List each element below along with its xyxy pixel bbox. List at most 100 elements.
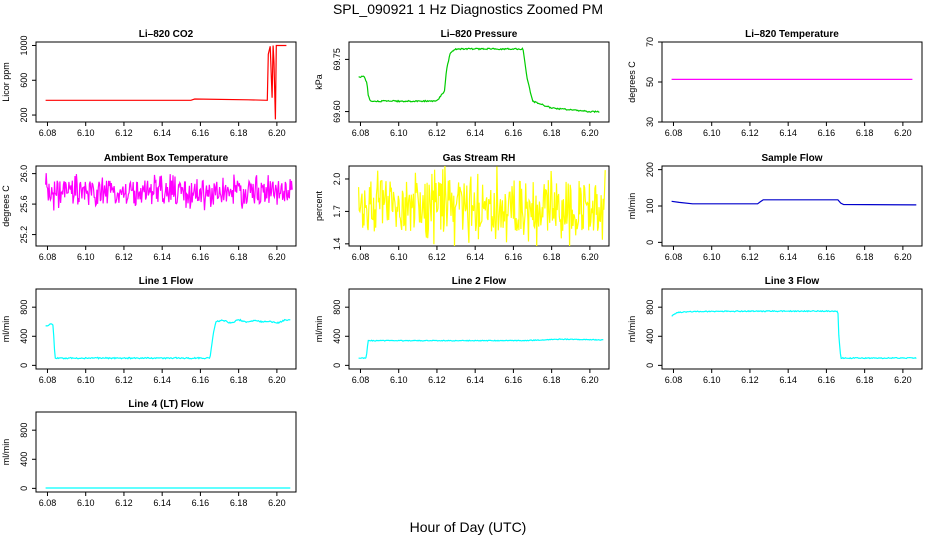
x-tick-label: 6.16: [192, 375, 210, 385]
y-tick-label: 2.0: [332, 173, 342, 186]
x-tick-label: 6.14: [153, 375, 171, 385]
x-tick-label: 6.16: [505, 375, 523, 385]
x-tick-label: 6.14: [153, 498, 171, 508]
y-axis-label: degrees C: [1, 185, 11, 227]
x-tick-label: 6.16: [818, 375, 836, 385]
x-tick-label: 6.08: [39, 128, 57, 138]
x-tick-label: 6.08: [665, 128, 683, 138]
chart-panel: Li–820 Temperature degrees C 6.08 6.10 6.12 6…: [627, 29, 923, 138]
y-axis-label: percent: [314, 190, 324, 221]
x-tick-label: 6.20: [894, 252, 912, 262]
x-tick-label: 6.18: [543, 128, 561, 138]
x-tick-label: 6.08: [39, 252, 57, 262]
x-tick-label: 6.20: [268, 252, 286, 262]
y-tick-label: 600: [19, 73, 29, 88]
y-axis-label: ml/min: [314, 316, 324, 343]
plot-frame: [348, 288, 610, 370]
series-line: [45, 44, 287, 120]
y-axis-label: ml/min: [1, 439, 11, 466]
y-tick-label: 50: [645, 77, 655, 87]
panel-title: Line 3 Flow: [765, 276, 820, 287]
y-tick-label: 30: [645, 117, 655, 127]
figure-x-axis-label: Hour of Day (UTC): [409, 519, 527, 535]
x-tick-label: 6.14: [779, 252, 797, 262]
plot-frame: [348, 165, 610, 247]
x-tick-label: 6.12: [115, 498, 133, 508]
y-tick-label: 69.60: [332, 100, 342, 123]
x-tick-label: 6.18: [856, 252, 874, 262]
x-tick-label: 6.20: [581, 252, 599, 262]
y-tick-label: 1.7: [332, 205, 342, 218]
x-tick-label: 6.16: [818, 252, 836, 262]
series-line: [671, 309, 917, 360]
panel-title: Line 4 (LT) Flow: [128, 399, 204, 410]
x-tick-label: 6.20: [581, 128, 599, 138]
y-tick-label: 1000: [19, 35, 29, 55]
chart-panel: Gas Stream RH percent 6.08 6.10 6.12 6.14 6.16…: [314, 153, 610, 262]
x-tick-label: 6.12: [428, 252, 446, 262]
x-tick-label: 6.10: [703, 375, 721, 385]
x-tick-label: 6.12: [741, 128, 759, 138]
x-tick-label: 6.16: [818, 128, 836, 138]
x-tick-label: 6.14: [779, 375, 797, 385]
series-line: [358, 47, 600, 114]
plot-frame: [35, 41, 297, 123]
plot-frame: [35, 165, 297, 247]
figure-title: SPL_090921 1 Hz Diagnostics Zoomed PM: [332, 1, 604, 17]
y-tick-label: 400: [332, 329, 342, 344]
x-tick-label: 6.18: [543, 252, 561, 262]
chart-panel: Line 3 Flow ml/min 6.08 6.10 6.12 6.14 6.16 6.1…: [627, 276, 923, 385]
x-tick-label: 6.10: [77, 498, 95, 508]
plot-frame: [661, 41, 923, 123]
y-tick-label: 69.75: [332, 48, 342, 71]
panel-title: Line 2 Flow: [452, 276, 507, 287]
plot-frame: [348, 41, 610, 123]
y-tick-label: 25.2: [19, 226, 29, 244]
x-tick-label: 6.12: [428, 375, 446, 385]
x-tick-label: 6.12: [115, 128, 133, 138]
x-tick-label: 6.20: [894, 375, 912, 385]
x-tick-label: 6.08: [352, 375, 370, 385]
chart-panel: Li–820 CO2 Licor ppm 6.08 6.10 6.12 6.14 6.16 6…: [1, 29, 297, 138]
x-tick-label: 6.18: [230, 498, 248, 508]
series-line: [45, 318, 291, 360]
x-tick-label: 6.14: [466, 252, 484, 262]
series-line: [671, 199, 917, 206]
x-tick-label: 6.14: [466, 375, 484, 385]
y-tick-label: 200: [19, 108, 29, 123]
y-tick-label: 800: [19, 300, 29, 315]
x-tick-label: 6.20: [581, 375, 599, 385]
x-tick-label: 6.08: [352, 128, 370, 138]
x-tick-label: 6.10: [703, 128, 721, 138]
x-tick-label: 6.16: [505, 252, 523, 262]
x-tick-label: 6.10: [390, 252, 408, 262]
x-tick-label: 6.14: [466, 128, 484, 138]
x-tick-label: 6.08: [39, 375, 57, 385]
series-line: [358, 165, 606, 247]
panel-title: Li–820 CO2: [139, 29, 194, 40]
y-axis-label: kPa: [314, 74, 324, 90]
plot-frame: [35, 288, 297, 370]
x-tick-label: 6.20: [268, 375, 286, 385]
x-tick-label: 6.18: [230, 375, 248, 385]
x-tick-label: 6.12: [741, 375, 759, 385]
y-tick-label: 800: [645, 300, 655, 315]
y-tick-label: 26.0: [19, 165, 29, 183]
plot-frame: [35, 411, 297, 493]
chart-panel: Li–820 Pressure kPa 6.08 6.10 6.12 6.14 6.16 6.…: [314, 29, 610, 138]
x-tick-label: 6.08: [39, 498, 57, 508]
x-tick-label: 6.10: [77, 375, 95, 385]
x-tick-label: 6.16: [505, 128, 523, 138]
y-axis-label: ml/min: [627, 316, 637, 343]
x-tick-label: 6.08: [352, 252, 370, 262]
x-tick-label: 6.20: [894, 128, 912, 138]
x-tick-label: 6.10: [390, 375, 408, 385]
x-tick-label: 6.10: [77, 128, 95, 138]
chart-panel: Sample Flow ml/min 6.08 6.10 6.12 6.14 6.16 6.1…: [627, 153, 923, 262]
x-tick-label: 6.12: [428, 128, 446, 138]
chart-panel: Ambient Box Temperature degrees C 6.08 6.10…: [1, 153, 297, 262]
y-tick-label: 1.4: [332, 238, 342, 251]
y-tick-label: 800: [332, 300, 342, 315]
series-line: [358, 338, 604, 360]
x-tick-label: 6.08: [665, 375, 683, 385]
